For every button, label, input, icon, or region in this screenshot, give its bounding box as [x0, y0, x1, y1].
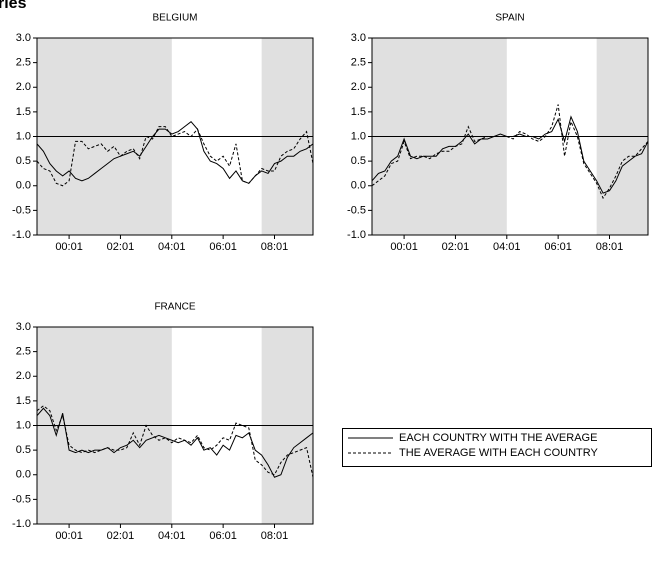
y-tick-label: 1.5: [351, 106, 366, 118]
chart-title: SPAIN: [495, 13, 524, 24]
x-tick-label: 00:01: [55, 530, 83, 542]
y-tick-label: 0.5: [16, 444, 31, 456]
chart-title: FRANCE: [154, 302, 195, 313]
page-title: ries: [0, 0, 27, 12]
y-tick-label: -0.5: [12, 204, 31, 216]
y-tick-label: 0.0: [16, 469, 31, 481]
y-tick-label: 0.5: [351, 155, 366, 167]
series-line: [36, 126, 314, 187]
x-tick-label: 08:01: [261, 530, 289, 542]
plot-frame: [371, 37, 649, 236]
y-tick-label: 2.5: [16, 57, 31, 69]
y-tick-label: 2.0: [16, 370, 31, 382]
chart-title: BELGIUM: [152, 13, 197, 24]
x-tick-label: 06:01: [209, 530, 237, 542]
x-tick-label: 04:01: [493, 241, 521, 253]
series-line: [371, 115, 649, 194]
y-tick-label: -0.5: [12, 493, 31, 505]
y-tick-label: -0.5: [347, 204, 366, 216]
y-tick-label: 3.0: [351, 32, 366, 44]
y-tick-label: 2.5: [351, 57, 366, 69]
x-tick-label: 02:01: [442, 241, 470, 253]
plot-frame: [36, 37, 314, 236]
plot-frame: [36, 326, 314, 525]
series-line: [36, 407, 314, 478]
x-tick-label: 00:01: [55, 241, 83, 253]
y-tick-label: 1.0: [16, 419, 31, 431]
y-tick-label: 3.0: [16, 32, 31, 44]
y-tick-label: 3.0: [16, 321, 31, 333]
series-line: [36, 405, 314, 478]
x-tick-label: 08:01: [596, 241, 624, 253]
x-tick-label: 06:01: [209, 241, 237, 253]
y-tick-label: 1.0: [351, 130, 366, 142]
legend-label: THE AVERAGE WITH EACH COUNTRY: [399, 447, 599, 459]
y-tick-label: 0.0: [16, 180, 31, 192]
series-line: [36, 121, 314, 184]
y-tick-label: 0.5: [16, 155, 31, 167]
x-tick-label: 02:01: [107, 530, 135, 542]
x-tick-label: 04:01: [158, 241, 186, 253]
y-tick-label: -1.0: [12, 518, 31, 530]
y-tick-label: -1.0: [12, 229, 31, 241]
x-tick-label: 00:01: [390, 241, 418, 253]
x-tick-label: 08:01: [261, 241, 289, 253]
y-tick-label: 2.5: [16, 346, 31, 358]
x-tick-label: 04:01: [158, 530, 186, 542]
y-tick-label: 1.5: [16, 106, 31, 118]
y-tick-label: 2.0: [16, 81, 31, 93]
y-tick-label: -1.0: [347, 229, 366, 241]
legend-label: EACH COUNTRY WITH THE AVERAGE: [399, 432, 597, 444]
y-tick-label: 2.0: [351, 81, 366, 93]
x-tick-label: 02:01: [107, 241, 135, 253]
y-tick-label: 1.5: [16, 395, 31, 407]
y-tick-label: 0.0: [351, 180, 366, 192]
y-tick-label: 1.0: [16, 130, 31, 142]
x-tick-label: 06:01: [544, 241, 572, 253]
